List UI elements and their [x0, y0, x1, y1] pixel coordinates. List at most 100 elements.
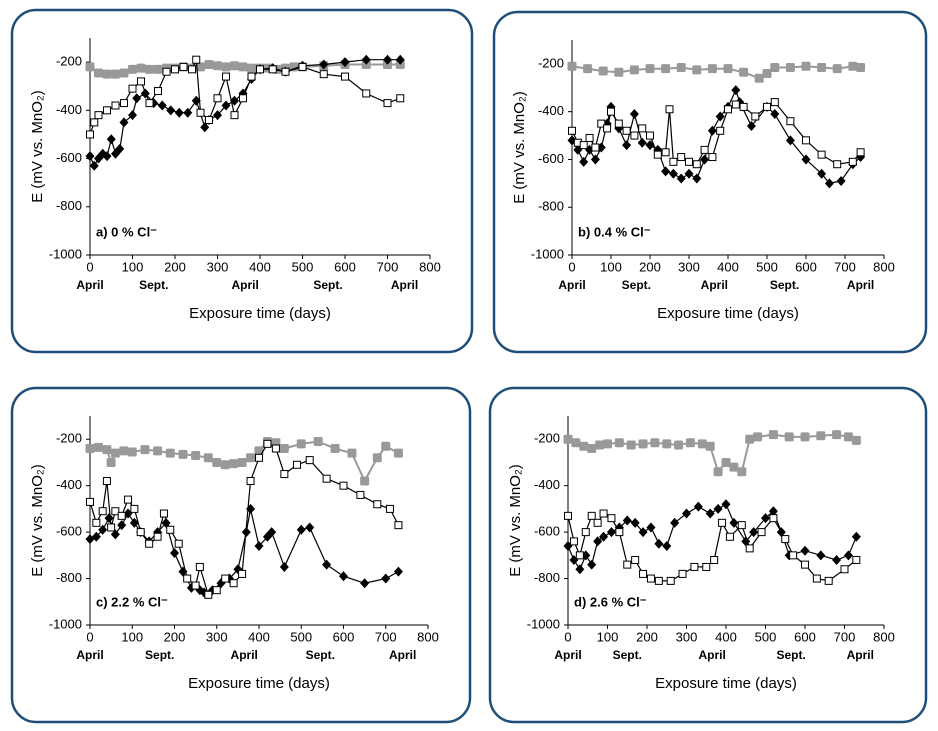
- panel-label: b) 0.4 % Cl⁻: [578, 224, 651, 239]
- marker-square: [638, 124, 647, 133]
- marker-square: [203, 453, 213, 463]
- marker-square: [587, 444, 597, 454]
- marker-diamond: [670, 517, 680, 528]
- marker-diamond: [824, 178, 834, 189]
- marker-square: [737, 521, 746, 530]
- x-tick-label: 300: [678, 259, 700, 274]
- marker-diamond: [395, 54, 405, 65]
- marker-diamond: [836, 175, 846, 186]
- marker-square: [246, 453, 256, 463]
- marker-square: [86, 130, 94, 139]
- marker-square: [372, 453, 382, 463]
- marker-square: [583, 64, 593, 74]
- marker-square: [281, 67, 290, 76]
- y-axis-title: E (mV vs. MnO₂): [29, 464, 46, 577]
- y-tick-label: -1000: [527, 616, 560, 631]
- marker-diamond: [119, 117, 129, 128]
- marker-square: [136, 528, 145, 537]
- marker-square: [563, 434, 573, 444]
- marker-diamond: [383, 54, 392, 65]
- marker-diamond: [296, 524, 306, 535]
- marker-square: [579, 441, 589, 451]
- x-tick-label: 100: [121, 629, 143, 644]
- marker-square: [192, 55, 201, 64]
- month-label: Sept.: [145, 648, 174, 662]
- marker-square: [770, 62, 780, 72]
- month-label: April: [701, 278, 728, 292]
- marker-square: [205, 115, 213, 124]
- marker-square: [94, 68, 103, 78]
- y-axis-title: E (mV vs. MnO₂): [29, 90, 46, 203]
- marker-diamond: [170, 548, 179, 559]
- marker-square: [833, 160, 842, 169]
- marker-diamond: [630, 517, 640, 528]
- marker-square: [153, 532, 162, 541]
- marker-square: [188, 65, 196, 74]
- marker-square: [661, 64, 671, 74]
- marker-diamond: [599, 531, 609, 542]
- marker-diamond: [668, 168, 678, 179]
- marker-square: [196, 62, 205, 72]
- marker-square: [622, 126, 631, 135]
- marker-square: [103, 106, 111, 115]
- x-tick-label: 400: [715, 629, 737, 644]
- marker-square: [166, 525, 175, 534]
- marker-diamond: [816, 550, 826, 561]
- marker-diamond: [85, 151, 95, 162]
- month-label: April: [554, 648, 581, 662]
- marker-square: [724, 105, 732, 114]
- marker-diamond: [676, 173, 686, 184]
- marker-square: [394, 521, 403, 530]
- marker-square: [630, 131, 639, 140]
- marker-square: [220, 460, 230, 470]
- marker-square: [661, 148, 670, 157]
- marker-square: [801, 560, 809, 569]
- marker-diamond: [800, 545, 810, 556]
- marker-square: [669, 157, 678, 166]
- marker-square: [848, 61, 858, 71]
- marker-square: [137, 77, 145, 86]
- marker-diamond: [700, 154, 710, 165]
- marker-square: [597, 119, 606, 128]
- marker-square: [692, 160, 701, 169]
- marker-square: [654, 576, 663, 585]
- marker-diamond: [692, 173, 702, 184]
- marker-square: [593, 518, 602, 527]
- marker-square: [595, 440, 605, 450]
- y-tick-label: -600: [538, 151, 564, 166]
- marker-square: [731, 100, 740, 109]
- marker-diamond: [684, 168, 694, 179]
- marker-square: [848, 157, 857, 166]
- marker-square: [127, 447, 137, 457]
- marker-diamond: [637, 137, 647, 148]
- marker-square: [111, 69, 120, 79]
- marker-square: [564, 511, 572, 520]
- marker-square: [396, 94, 405, 103]
- x-tick-label: 400: [717, 259, 739, 274]
- marker-diamond: [361, 54, 371, 65]
- marker-square: [106, 457, 116, 467]
- marker-square: [710, 555, 719, 564]
- marker-square: [111, 101, 120, 110]
- marker-square: [120, 99, 128, 108]
- x-tick-label: 500: [755, 629, 777, 644]
- marker-square: [238, 569, 247, 578]
- marker-square: [229, 459, 239, 469]
- x-tick-label: 600: [334, 259, 356, 274]
- y-tick-label: -200: [56, 54, 82, 69]
- marker-square: [178, 449, 188, 459]
- marker-square: [754, 73, 764, 83]
- marker-square: [739, 102, 748, 111]
- marker-square: [614, 119, 623, 128]
- marker-diamond: [770, 109, 780, 120]
- marker-diamond: [654, 538, 664, 549]
- month-label: April: [76, 648, 103, 662]
- marker-square: [603, 124, 612, 133]
- marker-square: [191, 581, 200, 590]
- x-tick-label: 500: [756, 259, 778, 274]
- y-axis-title: E (mV vs. MnO₂): [511, 91, 528, 204]
- month-label: April: [699, 648, 726, 662]
- marker-square: [271, 444, 280, 453]
- marker-square: [247, 72, 256, 81]
- marker-square: [196, 108, 205, 117]
